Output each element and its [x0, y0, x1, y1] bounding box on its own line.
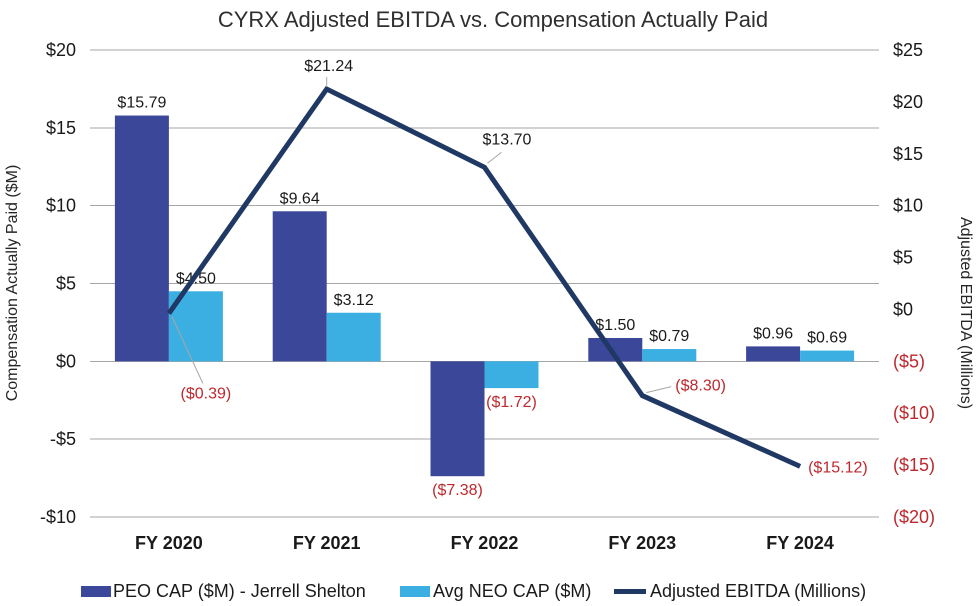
chart-title: CYRX Adjusted EBITDA vs. Compensation Ac… [218, 7, 768, 32]
legend-label-neo-cap: Avg NEO CAP ($M) [433, 581, 591, 601]
category-label: FY 2023 [608, 533, 676, 553]
left-axis-tick-label: $0 [56, 351, 76, 371]
right-axis-tick-label: $0 [893, 299, 913, 319]
bar-value-label: ($1.72) [486, 394, 537, 411]
right-axis-tick-label: ($5) [893, 351, 925, 371]
label-leader-line [171, 316, 204, 384]
right-axis-tick-label: ($15) [893, 455, 935, 475]
bar-value-label: $3.12 [334, 292, 374, 309]
bar-value-label: $0.69 [807, 330, 847, 347]
right-axis-title: Adjusted EBITDA (Millions) [957, 217, 974, 409]
ebitda-line [166, 85, 802, 469]
label-leader-line [487, 151, 502, 164]
bar-neo-cap [326, 312, 381, 362]
bar-value-label: $1.50 [595, 317, 635, 334]
right-axis-tick-label: $25 [893, 40, 923, 60]
category-label: FY 2024 [766, 533, 834, 553]
bar-value-label: $15.79 [117, 95, 166, 112]
bar-peo-cap [746, 346, 801, 362]
right-axis-tick-label: $20 [893, 92, 923, 112]
bar-peo-cap [114, 115, 169, 362]
left-axis-tick-label: $20 [46, 40, 76, 60]
right-axis-tick-label: $10 [893, 196, 923, 216]
legend: PEO CAP ($M) - Jerrell Shelton Avg NEO C… [81, 581, 866, 601]
bar-value-label: $0.96 [753, 325, 793, 342]
left-axis-tick-label: $15 [46, 118, 76, 138]
line-value-label: ($0.39) [181, 385, 232, 402]
bar-peo-cap [588, 337, 643, 362]
category-label: FY 2022 [451, 533, 519, 553]
line-value-label: ($8.30) [675, 378, 726, 395]
left-axis-tick-label: -$5 [50, 429, 76, 449]
line-value-label: $21.24 [304, 58, 353, 75]
bar-neo-cap [800, 350, 855, 362]
right-axis-tick-label: $15 [893, 144, 923, 164]
plot-area: $20 $15 $10 $5 $0 -$5 -$10 $25 $20 $15 $10 $5 $0 ($5)… [40, 40, 935, 553]
bar-peo-cap [430, 361, 485, 477]
right-axis-tick-label: $5 [893, 248, 913, 268]
legend-swatch-neo-cap-icon [400, 586, 430, 597]
right-axis-tick-label: ($10) [893, 403, 935, 423]
bar-value-label: $0.79 [649, 328, 689, 345]
bar-value-label: ($7.38) [432, 482, 483, 499]
right-axis-tick-label: ($20) [893, 507, 935, 527]
left-axis-tick-label: -$10 [40, 507, 76, 527]
line-value-label: ($15.12) [808, 459, 868, 476]
bar-peo-cap [272, 211, 327, 362]
left-axis-tick-label: $5 [56, 274, 76, 294]
left-axis-title: Compensation Actually Paid ($M) [4, 165, 21, 402]
legend-swatch-peo-cap-icon [81, 586, 111, 597]
left-axis-tick-label: $10 [46, 196, 76, 216]
bar-neo-cap [642, 349, 697, 362]
bar-value-label: $9.64 [280, 190, 320, 207]
category-label: FY 2020 [135, 533, 203, 553]
label-leader-line [646, 386, 672, 394]
line-value-label: $13.70 [483, 131, 532, 148]
legend-label-peo-cap: PEO CAP ($M) - Jerrell Shelton [113, 581, 366, 601]
bar-neo-cap [484, 361, 539, 389]
category-label: FY 2021 [293, 533, 361, 553]
legend-label-ebitda: Adjusted EBITDA (Millions) [650, 581, 866, 601]
